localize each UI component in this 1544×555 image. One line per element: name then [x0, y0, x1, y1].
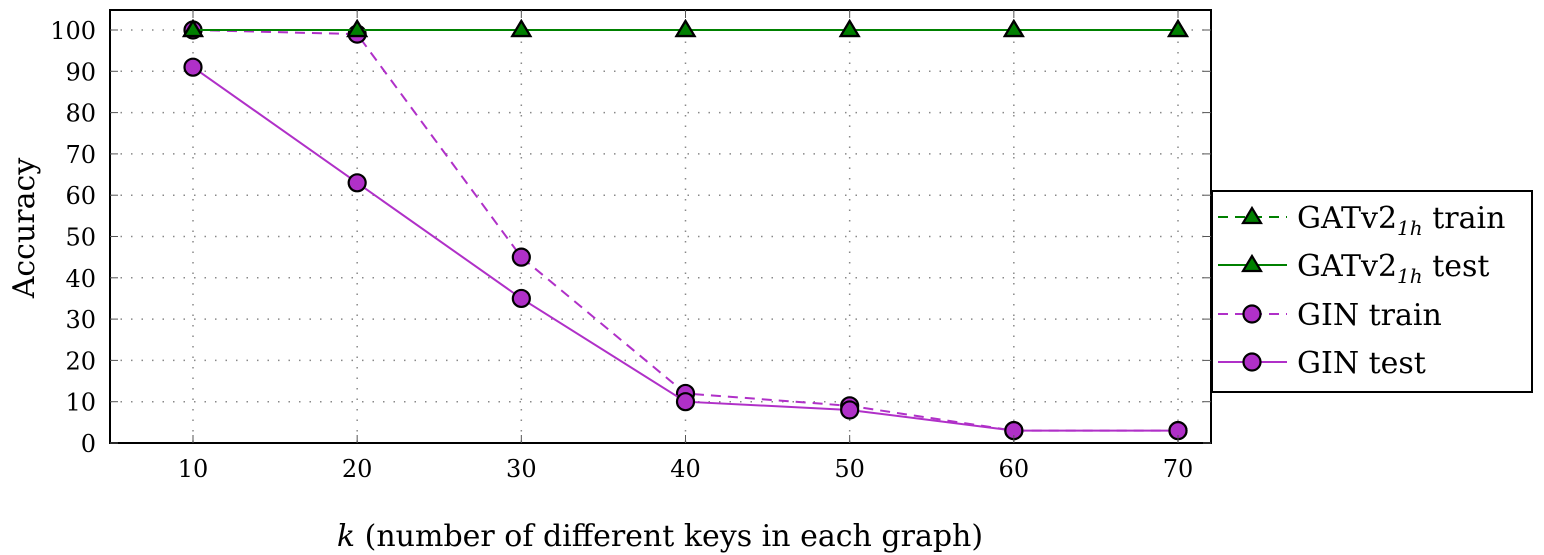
- triangle-marker: [1241, 205, 1263, 225]
- series-line: [192, 66, 1178, 432]
- x-tick-label: 50: [834, 455, 865, 483]
- legend-label: GATv21h test: [1297, 249, 1489, 288]
- legend-label: GIN train: [1297, 298, 1442, 333]
- circle-marker: [183, 57, 203, 77]
- legend-item: GIN test: [1218, 346, 1426, 381]
- legend-item: GATv21h train: [1218, 201, 1505, 240]
- series-gin-test: [183, 57, 1188, 441]
- circle-marker: [347, 173, 367, 193]
- legend-item: GIN train: [1218, 298, 1442, 333]
- x-tick-label: 30: [506, 455, 537, 483]
- legend-label: GATv21h train: [1297, 201, 1505, 240]
- triangle-marker: [1241, 253, 1263, 273]
- triangle-marker: [674, 18, 697, 38]
- y-tick-label: 0: [81, 430, 96, 458]
- x-tick-label: 70: [1163, 455, 1194, 483]
- legend-label: GIN test: [1297, 346, 1426, 381]
- circle-marker: [511, 288, 531, 309]
- legend-item: GATv21h test: [1218, 249, 1489, 288]
- y-tick-label: 40: [65, 265, 96, 293]
- circle-marker: [1242, 352, 1262, 372]
- y-tick-label: 10: [65, 389, 96, 417]
- plot-frame: [109, 9, 1212, 444]
- x-tick-label: 40: [670, 455, 701, 483]
- y-axis-ticks: 0 10 20 30 40 50 60 70 80 90 100: [50, 17, 1211, 458]
- grid-lines: [110, 10, 1211, 443]
- data-series: [182, 18, 1189, 441]
- series-gatv2-1h-train: [182, 18, 1189, 38]
- series-line: [192, 29, 1178, 432]
- circle-marker: [511, 247, 531, 267]
- triangle-marker: [510, 18, 533, 38]
- triangle-marker: [838, 18, 861, 38]
- circle-marker: [840, 400, 860, 420]
- x-tick-label: 20: [342, 455, 373, 483]
- triangle-marker: [182, 18, 204, 38]
- legend: GATv21h train GATv21h test GIN train GIN te…: [1211, 190, 1533, 393]
- legend-box: [1211, 190, 1533, 393]
- x-axis-ticks: 10 20 30 40 50 60 70: [178, 10, 1194, 483]
- triangle-marker: [1167, 18, 1189, 38]
- y-tick-label: 50: [65, 224, 96, 252]
- y-tick-label: 30: [65, 306, 96, 334]
- triangle-marker: [1002, 18, 1025, 38]
- y-tick-label: 80: [65, 100, 96, 128]
- triangle-marker: [346, 18, 369, 38]
- x-tick-label: 10: [178, 455, 209, 483]
- y-tick-label: 90: [65, 58, 96, 86]
- circle-marker: [1242, 304, 1262, 324]
- y-tick-label: 60: [65, 182, 96, 210]
- x-axis-label: k (number of different keys in each grap…: [337, 519, 983, 554]
- y-tick-label: 20: [65, 347, 96, 375]
- y-tick-label: 100: [50, 17, 96, 45]
- x-tick-label: 60: [999, 455, 1030, 483]
- y-axis-label: Accuracy: [7, 158, 42, 300]
- circle-marker: [675, 392, 696, 412]
- y-tick-label: 70: [65, 141, 96, 169]
